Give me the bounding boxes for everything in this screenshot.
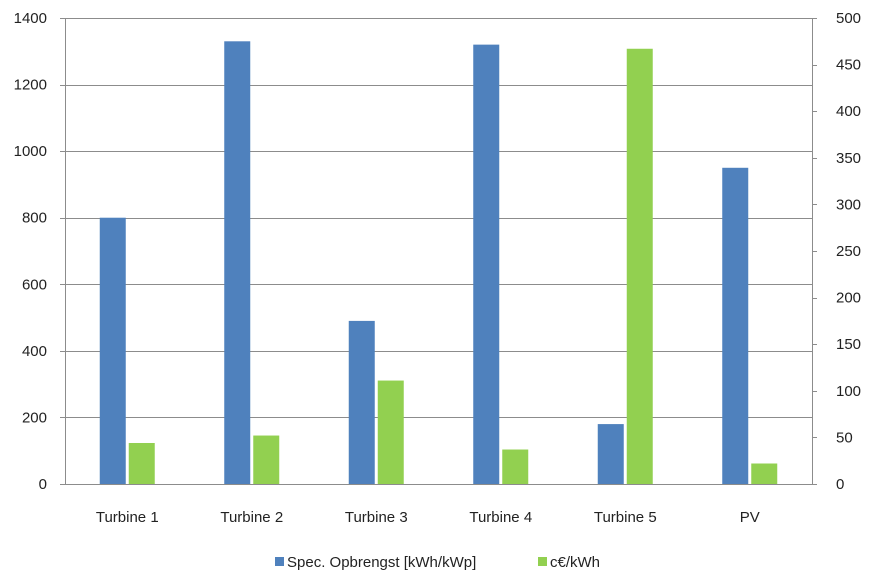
bar-cent-per-kwh [751, 463, 777, 484]
bar-cent-per-kwh [253, 436, 279, 484]
y-right-tick-label: 250 [836, 243, 861, 260]
y-right-tick-label: 150 [836, 336, 861, 353]
x-tick-label: Turbine 2 [220, 509, 283, 526]
y-left-tick-label: 1000 [14, 143, 47, 160]
x-tick-label: PV [740, 509, 760, 526]
y-left-tick-label: 0 [39, 476, 47, 493]
legend: Spec. Opbrengst [kWh/kWp] c€/kWh [275, 554, 600, 571]
bar-spec-opbrengst [722, 168, 748, 484]
y-right-tick-label: 450 [836, 57, 861, 74]
bar-cent-per-kwh [129, 443, 155, 484]
y-left-tick-label: 400 [22, 343, 47, 360]
x-tick-label: Turbine 4 [469, 509, 532, 526]
x-tick-label: Turbine 3 [345, 509, 408, 526]
y-right-tick-label: 200 [836, 290, 861, 307]
legend-swatch [538, 557, 547, 566]
legend-label: Spec. Opbrengst [kWh/kWp] [287, 554, 476, 571]
x-tick-label: Turbine 1 [96, 509, 159, 526]
legend-item-cent-per-kwh: c€/kWh [538, 554, 600, 571]
legend-label: c€/kWh [550, 554, 600, 571]
bar-cent-per-kwh [378, 381, 404, 484]
bar-spec-opbrengst [100, 218, 126, 484]
y-right-tick-label: 300 [836, 196, 861, 213]
y-left-tick-label: 1200 [14, 77, 47, 94]
y-right-tick-label: 50 [836, 429, 853, 446]
y-right-tick-label: 400 [836, 103, 861, 120]
y-left-tick-label: 600 [22, 276, 47, 293]
y-left-tick-label: 800 [22, 210, 47, 227]
bar-cent-per-kwh [627, 49, 653, 484]
bar-spec-opbrengst [473, 45, 499, 484]
x-tick-label: Turbine 5 [594, 509, 657, 526]
gridlines [65, 19, 812, 485]
bar-spec-opbrengst [224, 41, 250, 484]
legend-swatch [275, 557, 284, 566]
y-right-tick-label: 100 [836, 383, 861, 400]
y-right-tick-label: 500 [836, 10, 861, 27]
y-left-tick-label: 1400 [14, 10, 47, 27]
y-right-tick-label: 350 [836, 150, 861, 167]
bar-cent-per-kwh [502, 450, 528, 484]
bar-spec-opbrengst [598, 424, 624, 484]
y-left-tick-label: 200 [22, 409, 47, 426]
legend-item-spec-opbrengst: Spec. Opbrengst [kWh/kWp] [275, 554, 476, 571]
y-right-tick-label: 0 [836, 476, 844, 493]
bar-spec-opbrengst [349, 321, 375, 484]
